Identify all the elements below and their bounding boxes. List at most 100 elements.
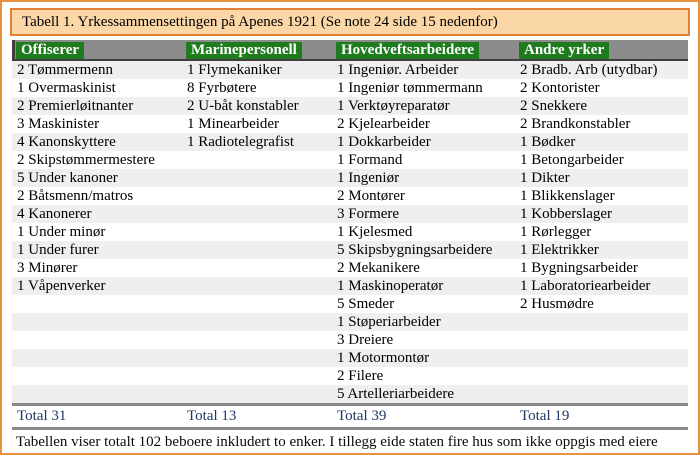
table-cell: 2 Snekkere (520, 98, 588, 114)
table-cell: 1 Flymekaniker (187, 62, 282, 78)
total-cell: Total 39 (337, 408, 387, 424)
table-cell (182, 169, 332, 187)
table-row: 1 Under furer 5 Skipsbygningsarbeidere 1 E… (12, 241, 688, 259)
table-cell: 8 Fyrbøtere (187, 80, 257, 96)
table-cell: 1 Overmaskinist (17, 80, 116, 96)
table-cell: 2 Husmødre (520, 296, 594, 312)
column-header-cell: Andre yrker (515, 41, 692, 59)
table-cell (515, 313, 692, 331)
table-cell: 2 Kjelearbeider (337, 116, 430, 132)
table-cell: 1 Kobberslager (520, 206, 613, 222)
header-bar: Offiserer Marinepersonell Hovedveftsarbeid… (12, 40, 688, 61)
table-cell (182, 223, 332, 241)
table-row: 2 Tømmermenn 1 Flymekaniker 1 Ingeniør. Ar… (12, 61, 688, 79)
table-cell: 2 Brandkonstabler (520, 116, 631, 132)
table-cell (12, 385, 182, 403)
column-header-label: Hovedveftsarbeidere (336, 41, 480, 59)
table-cell: 3 Formere (337, 206, 400, 222)
table-cell (182, 367, 332, 385)
table-cell (182, 259, 332, 277)
table-cell (515, 385, 692, 403)
table-cell: 2 Montører (337, 188, 405, 204)
table-title: Tabell 1. Yrkessammensettingen på Apenes… (22, 13, 498, 30)
table-row: 3 Minører 2 Mekanikere 1 Bygningsarbeider (12, 259, 688, 277)
table-cell: 2 Filere (337, 368, 384, 384)
table-cell (12, 367, 182, 385)
table-cell: 1 Bødker (520, 134, 576, 150)
table-cell: 4 Kanonerer (17, 206, 92, 222)
table-row: 4 Kanonerer 3 Formere 1 Kobberslager (12, 205, 688, 223)
table-cell: 2 Båtsmenn/matros (17, 188, 134, 204)
table-cell: 2 Skipstømmermestere (17, 152, 155, 168)
table-cell (182, 385, 332, 403)
table-row: 5 Artelleriarbeidere (12, 385, 688, 403)
table-cell: 5 Under kanoner (17, 170, 118, 186)
table-cell (12, 331, 182, 349)
table-cell: 1 Ingeniør. Arbeider (337, 62, 459, 78)
table-cell (182, 349, 332, 367)
table-cell: 1 Formand (337, 152, 403, 168)
table-row: 4 Kanonskyttere 1 Radiotelegrafist 1 Dokka… (12, 133, 688, 151)
table-cell: 5 Artelleriarbeidere (337, 386, 455, 402)
table-cell: 1 Blikkenslager (520, 188, 615, 204)
total-cell: Total 13 (187, 408, 237, 424)
total-cell: Total 31 (17, 408, 67, 424)
table-cell: 1 Elektrikker (520, 242, 599, 258)
table-cell (182, 205, 332, 223)
table-cell: 1 Rørlegger (520, 224, 592, 240)
table-cell (515, 331, 692, 349)
table-cell: 1 Kjelesmed (337, 224, 413, 240)
table-cell: 2 Kontorister (520, 80, 600, 96)
table-cell: 1 Støperiarbeider (337, 314, 441, 330)
table-body: 2 Tømmermenn 1 Flymekaniker 1 Ingeniør. Ar… (12, 61, 688, 403)
table-row: 1 Under minør 1 Kjelesmed 1 Rørlegger (12, 223, 688, 241)
table-cell (182, 241, 332, 259)
total-row: Total 31 Total 13 Total 39 Total 19 (12, 403, 688, 430)
table-cell: 1 Under minør (17, 224, 106, 240)
column-header-label: Marinepersonell (186, 41, 302, 59)
table-cell: 2 Premierløitnanter (17, 98, 134, 114)
table-cell: 1 Verktøyreparatør (337, 98, 450, 114)
table-cell: 4 Kanonskyttere (17, 134, 116, 150)
table-cell: 1 Ingeniør (337, 170, 400, 186)
table-cell: 5 Smeder (337, 296, 395, 312)
table-row: 2 Filere (12, 367, 688, 385)
table-cell (515, 349, 692, 367)
table-row: 2 Båtsmenn/matros 2 Montører 1 Blikkenslag… (12, 187, 688, 205)
column-header-label: Offiserer (16, 41, 85, 59)
table-cell: 1 Radiotelegrafist (187, 134, 295, 150)
table-cell (182, 295, 332, 313)
table-cell: 1 Dikter (520, 170, 570, 186)
column-header-label: Andre yrker (519, 41, 610, 59)
table-cell: 3 Dreiere (337, 332, 394, 348)
table-cell: 1 Minearbeider (187, 116, 280, 132)
table-row: 5 Under kanoner 1 Ingeniør 1 Dikter (12, 169, 688, 187)
table-cell: 1 Bygningsarbeider (520, 260, 638, 276)
table-cell: 2 Bradb. Arb (utydbar) (520, 62, 658, 78)
table-cell: 1 Motormontør (337, 350, 430, 366)
table-cell: 1 Våpenverker (17, 278, 106, 294)
table-cell (182, 151, 332, 169)
table-cell (182, 331, 332, 349)
table-cell (12, 349, 182, 367)
table-row: 2 Skipstømmermestere 1 Formand 1 Betongarb… (12, 151, 688, 169)
table-cell: 1 Laboratoriearbeider (520, 278, 651, 294)
table-cell: 1 Betongarbeider (520, 152, 624, 168)
table-cell: 1 Dokkarbeider (337, 134, 431, 150)
table-cell: 1 Ingeniør tømmermann (337, 80, 483, 96)
table-cell: 1 Maskinoperatør (337, 278, 444, 294)
table-row: 3 Dreiere (12, 331, 688, 349)
table-cell (12, 295, 182, 313)
table-row: 3 Maskinister 1 Minearbeider 2 Kjelearbeid… (12, 115, 688, 133)
column-header-cell: Offiserer (12, 41, 182, 59)
total-cell: Total 19 (520, 408, 570, 424)
table-row: 1 Motormontør (12, 349, 688, 367)
table-cell: 3 Maskinister (17, 116, 100, 132)
table-cell: 5 Skipsbygningsarbeidere (337, 242, 493, 258)
table-cell (182, 277, 332, 295)
table-cell: 2 Tømmermenn (17, 62, 113, 78)
table-cell (515, 367, 692, 385)
table-cell: 2 U-båt konstabler (187, 98, 299, 114)
table-row: 5 Smeder 2 Husmødre (12, 295, 688, 313)
